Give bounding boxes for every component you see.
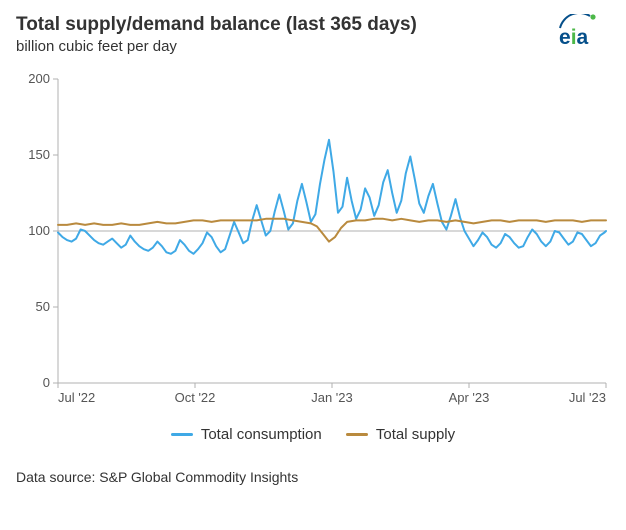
svg-text:eia: eia	[559, 26, 589, 49]
svg-text:Apr '23: Apr '23	[449, 390, 490, 405]
svg-text:Jul '23: Jul '23	[569, 390, 606, 405]
legend-swatch-supply	[346, 433, 368, 436]
legend-item-consumption: Total consumption	[171, 426, 322, 443]
page-subtitle: billion cubic feet per day	[16, 38, 610, 55]
legend-swatch-consumption	[171, 433, 193, 436]
chart-page: Total supply/demand balance (last 365 da…	[0, 0, 626, 530]
svg-text:Jan '23: Jan '23	[311, 390, 353, 405]
legend-item-supply: Total supply	[346, 426, 455, 443]
legend-label-supply: Total supply	[376, 426, 455, 443]
svg-text:150: 150	[28, 147, 50, 162]
chart-svg: 0 50 100 150 200 Jul '22 Oct '22 Jan '23 Apr '23…	[16, 73, 610, 413]
svg-text:Oct '22: Oct '22	[175, 390, 216, 405]
svg-text:200: 200	[28, 73, 50, 86]
svg-text:50: 50	[36, 299, 50, 314]
header: Total supply/demand balance (last 365 da…	[16, 14, 610, 55]
svg-text:100: 100	[28, 223, 50, 238]
legend-label-consumption: Total consumption	[201, 426, 322, 443]
svg-text:0: 0	[43, 375, 50, 390]
eia-logo-icon: eia	[554, 14, 606, 50]
legend: Total consumption Total supply	[16, 423, 610, 443]
eia-logo: eia	[554, 14, 606, 50]
svg-text:Jul '22: Jul '22	[58, 390, 95, 405]
page-title: Total supply/demand balance (last 365 da…	[16, 14, 610, 36]
line-chart: 0 50 100 150 200 Jul '22 Oct '22 Jan '23 Apr '23…	[16, 73, 610, 413]
source-line: Data source: S&P Global Commodity Insigh…	[16, 469, 610, 485]
